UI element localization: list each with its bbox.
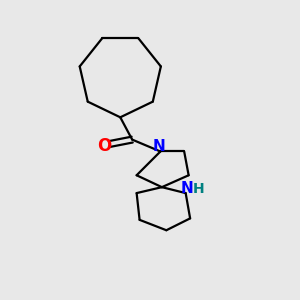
Text: N: N: [152, 139, 165, 154]
Text: O: O: [97, 136, 111, 154]
Text: N: N: [181, 181, 194, 196]
Text: H: H: [193, 182, 204, 196]
